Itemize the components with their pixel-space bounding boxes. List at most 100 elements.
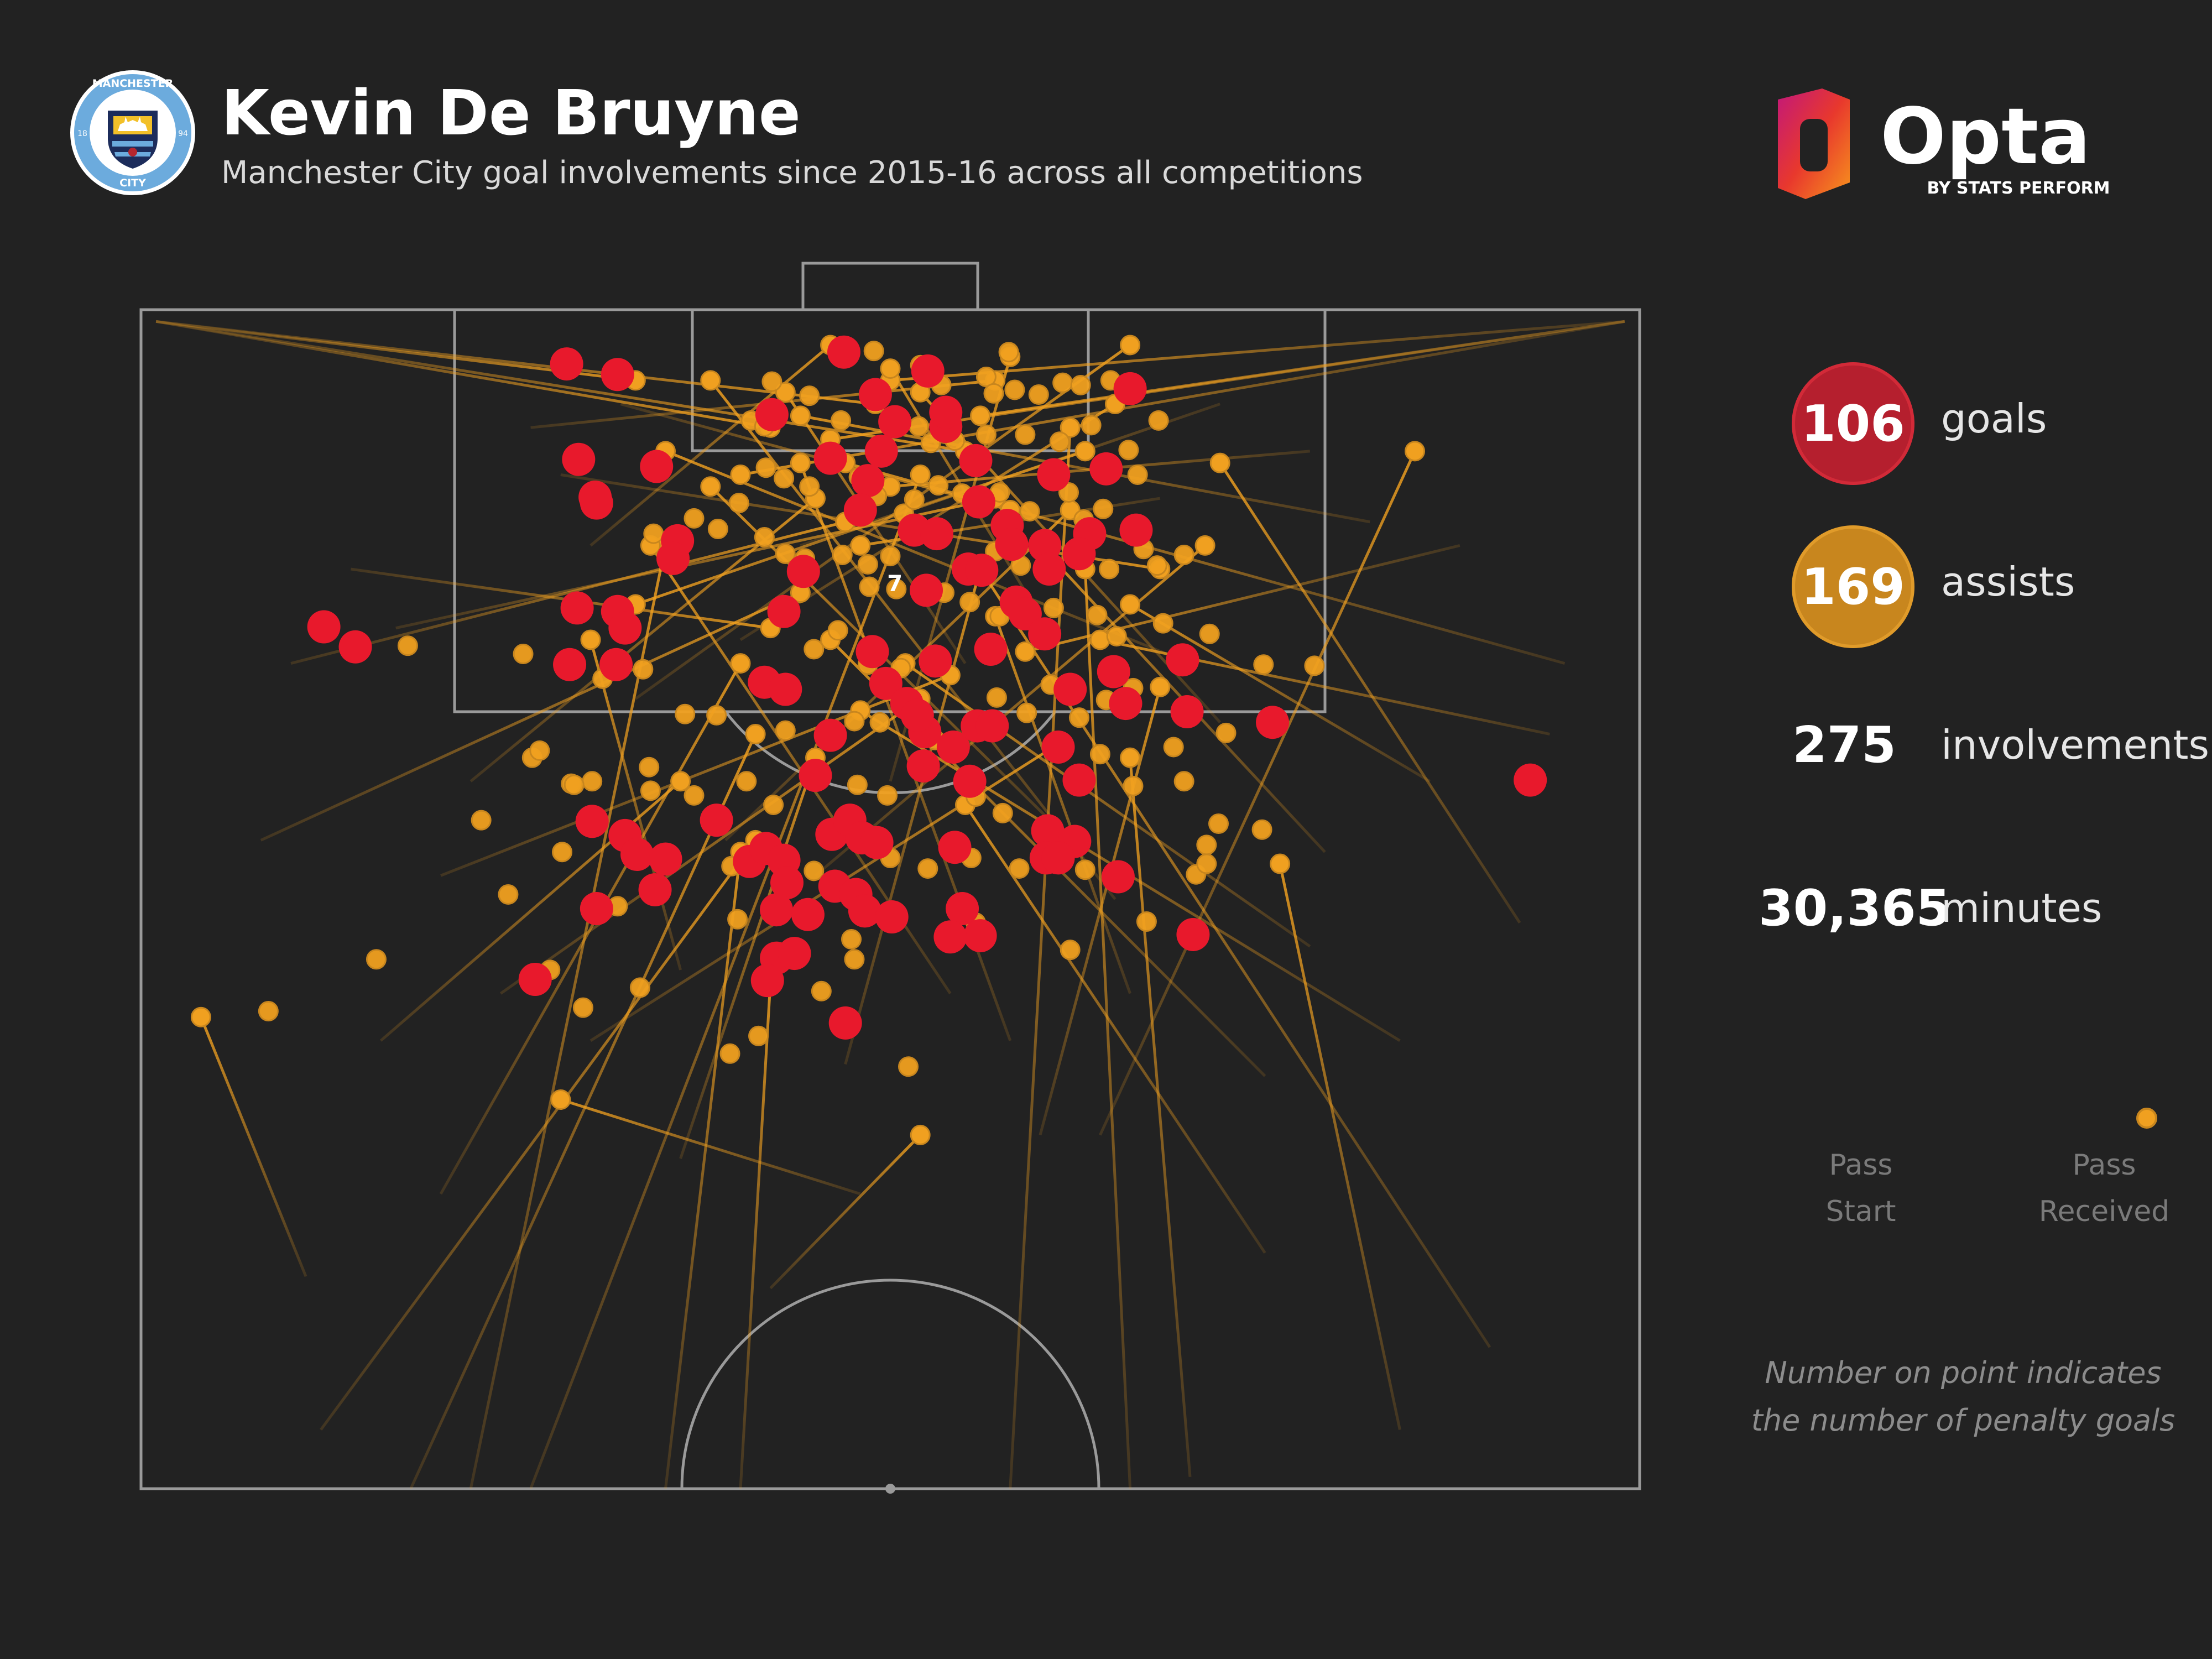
- goal-point: [338, 630, 372, 664]
- assist-point: [917, 858, 938, 879]
- assist-point: [728, 493, 749, 514]
- assist-point: [1089, 744, 1110, 765]
- assist-pass-line: [634, 343, 1131, 700]
- assist-point: [970, 405, 991, 426]
- goal-point: [580, 486, 613, 520]
- assist-point: [763, 794, 784, 815]
- assist-pass-line: [1129, 757, 1192, 1477]
- assist-point: [790, 405, 811, 426]
- assist-point: [1253, 654, 1274, 675]
- goal-point: [858, 378, 892, 411]
- goal-point: [860, 826, 894, 859]
- assist-point: [1004, 379, 1025, 400]
- goal-point: [553, 648, 587, 681]
- assist-point: [1074, 859, 1095, 880]
- assist-point: [1089, 629, 1110, 650]
- assist-pass-line: [409, 733, 757, 1490]
- opta-logo: Opta BY STATS PERFORM: [1778, 88, 2110, 199]
- assist-point: [898, 1056, 919, 1077]
- assist-point: [1405, 441, 1425, 462]
- goal-point: [813, 441, 847, 475]
- goal-point: [1514, 763, 1547, 797]
- assist-pass-line: [890, 320, 1625, 382]
- assist-point: [1173, 771, 1194, 792]
- assist-point: [1081, 415, 1102, 436]
- goal-point: [975, 709, 1009, 743]
- assist-point: [1251, 819, 1272, 840]
- assist-point: [1173, 544, 1194, 565]
- assist-point: [775, 720, 796, 741]
- assist-point: [550, 1089, 571, 1110]
- goal-point: [550, 347, 583, 381]
- goal-point: [906, 749, 940, 783]
- assist-point: [1019, 501, 1040, 522]
- assists-label: assists: [1941, 559, 2075, 605]
- assist-pass-line: [499, 697, 921, 995]
- goal-point: [911, 354, 945, 388]
- goal-point: [1037, 458, 1071, 492]
- goal-point: [1031, 814, 1065, 848]
- assist-point: [748, 1025, 769, 1046]
- goals-value: 106: [1801, 394, 1905, 453]
- goal-frame: [801, 262, 979, 311]
- assist-pass-line: [1083, 568, 1132, 1489]
- assist-pass-line: [1219, 462, 1521, 924]
- assist-point: [975, 424, 997, 445]
- assist-point: [1087, 604, 1108, 625]
- assist-point: [832, 544, 853, 565]
- assist-point: [831, 410, 852, 431]
- assist-pass-line: [589, 344, 832, 547]
- assist-point: [869, 712, 890, 733]
- goal-point: [799, 759, 832, 792]
- stat-minutes: 30,365 minutes: [1714, 832, 2212, 965]
- goal-point: [855, 635, 889, 669]
- goal-point: [1032, 552, 1066, 586]
- assist-point: [1196, 834, 1217, 855]
- assist-point: [841, 928, 862, 950]
- assist-point: [1146, 555, 1167, 576]
- assist-point: [983, 383, 1004, 404]
- header: MANCHESTER CITY 18 94 Kevin De Bruyne Ma…: [0, 0, 2212, 232]
- assist-pass-line: [589, 639, 682, 971]
- point-labels: 7: [887, 571, 902, 597]
- legend-end-label: Pass Received: [2038, 1149, 2170, 1228]
- goal-point: [965, 554, 999, 587]
- assist-point: [904, 489, 925, 510]
- assist-point: [1215, 722, 1237, 743]
- assist-point: [1074, 441, 1095, 462]
- goal-point: [560, 591, 594, 625]
- goal-point: [620, 837, 654, 871]
- assist-point: [992, 802, 1013, 823]
- goal-point: [910, 573, 943, 607]
- assist-pass-line: [155, 320, 876, 406]
- goal-point: [929, 395, 963, 429]
- assist-point: [684, 785, 705, 806]
- assist-point: [580, 629, 601, 650]
- assist-point: [1070, 374, 1091, 395]
- assist-point: [755, 457, 776, 478]
- goal-point: [1256, 706, 1290, 739]
- assist-point: [1118, 440, 1139, 461]
- goal-point: [878, 405, 912, 439]
- assist-point: [1150, 676, 1171, 697]
- goal-point: [656, 541, 690, 575]
- assist-point: [910, 1124, 931, 1145]
- assists-value-circle: 169: [1792, 525, 1914, 648]
- assist-point: [1068, 707, 1089, 728]
- goal-point: [1041, 841, 1075, 875]
- assist-point: [1152, 613, 1173, 634]
- assist-point: [700, 370, 721, 391]
- goal-point: [1113, 372, 1147, 405]
- goal-point: [1041, 730, 1075, 764]
- assist-point: [959, 592, 980, 613]
- assist-pass-line: [1039, 686, 1162, 1136]
- assist-point: [1209, 452, 1230, 473]
- goals-label: goals: [1941, 395, 2047, 442]
- assist-pass-line: [709, 379, 1117, 900]
- goal-point: [770, 866, 804, 900]
- goal-point: [1062, 537, 1096, 571]
- goal-point: [963, 919, 997, 953]
- assist-pass-line: [830, 320, 1625, 441]
- assist-point: [827, 620, 848, 641]
- assists-value: 169: [1801, 557, 1905, 616]
